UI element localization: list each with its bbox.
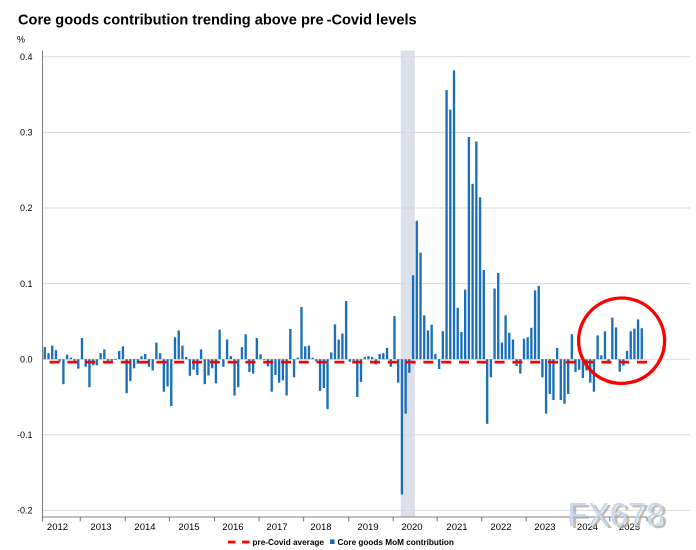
svg-text:2025: 2025	[619, 522, 640, 533]
svg-text:FX678: FX678	[567, 496, 664, 533]
svg-text:-0.2: -0.2	[17, 506, 33, 516]
svg-text:2022: 2022	[490, 522, 511, 533]
svg-text:0.3: 0.3	[20, 128, 33, 138]
svg-text:0.0: 0.0	[20, 354, 33, 364]
svg-text:2016: 2016	[222, 522, 243, 533]
svg-text:2024: 2024	[577, 522, 598, 533]
svg-text:2014: 2014	[134, 522, 155, 533]
svg-text:2019: 2019	[357, 522, 378, 533]
svg-text:0.1: 0.1	[20, 279, 33, 289]
svg-text:2017: 2017	[266, 522, 287, 533]
svg-text:2013: 2013	[90, 522, 111, 533]
svg-text:2018: 2018	[310, 522, 331, 533]
svg-text:0.2: 0.2	[20, 203, 33, 213]
svg-text:2023: 2023	[534, 522, 555, 533]
svg-text:2020: 2020	[401, 522, 422, 533]
svg-text:pre-Covid average: pre-Covid average	[253, 538, 325, 547]
svg-text:2015: 2015	[178, 522, 199, 533]
svg-text:2021: 2021	[446, 522, 467, 533]
svg-text:0.4: 0.4	[20, 52, 33, 62]
svg-text:Core goods MoM contribution: Core goods MoM contribution	[338, 538, 454, 547]
svg-text:FX678: FX678	[570, 498, 667, 535]
svg-text:Core goods contribution trendi: Core goods contribution trending above p…	[18, 13, 417, 29]
svg-text:2012: 2012	[47, 522, 68, 533]
svg-text:-0.1: -0.1	[17, 430, 33, 440]
svg-text:%: %	[17, 34, 25, 44]
